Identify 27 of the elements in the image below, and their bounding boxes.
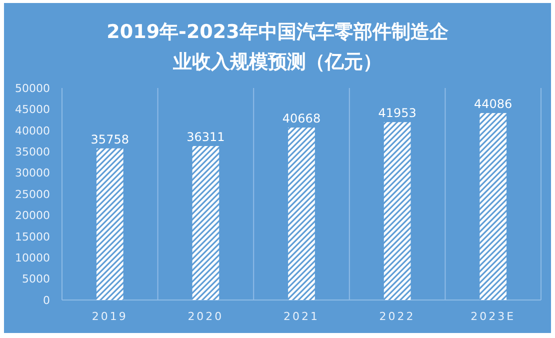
data-label: 40668: [282, 112, 321, 126]
y-tick-label: 25000: [15, 188, 50, 201]
y-tick-label: 40000: [15, 124, 50, 138]
data-label: 41953: [378, 106, 416, 120]
chart-title: 2019年-2023年中国汽车零部件制造企业收入规模预测（亿元）: [106, 21, 450, 73]
y-tick-label: 45000: [15, 103, 50, 116]
data-label: 36311: [186, 130, 225, 144]
y-tick-label: 10000: [15, 251, 50, 264]
bar: [480, 113, 507, 300]
y-tick-label: 35000: [15, 145, 50, 158]
y-tick-label: 30000: [15, 166, 50, 180]
x-tick-label: 2020: [188, 310, 224, 323]
bar: [96, 148, 124, 300]
y-tick-label: 0: [43, 294, 50, 307]
data-label: 44086: [474, 97, 512, 112]
bar: [384, 122, 411, 300]
x-tick-label: 2021: [284, 310, 320, 323]
x-tick-label: 2019: [92, 310, 128, 323]
data-label: 35758: [90, 132, 129, 146]
x-tick-label: 2022: [379, 310, 416, 323]
bar: [288, 128, 315, 300]
y-tick-label: 5000: [22, 272, 50, 286]
x-tick-label: 2023E: [470, 310, 516, 323]
bar: [192, 146, 220, 300]
y-tick-label: 50000: [15, 82, 50, 95]
y-tick-label: 20000: [15, 209, 50, 222]
y-tick-label: 15000: [15, 230, 50, 244]
